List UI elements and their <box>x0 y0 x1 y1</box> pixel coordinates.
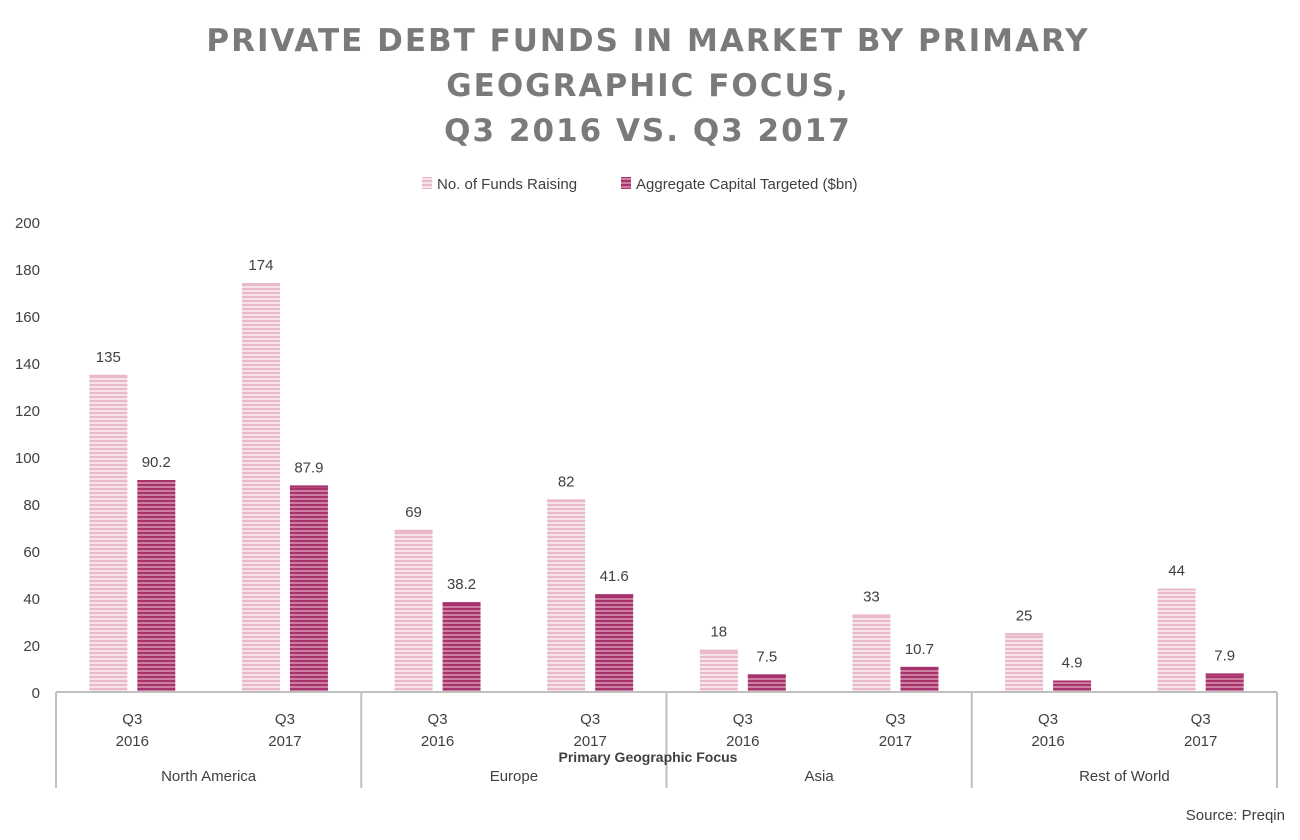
legend: No. of Funds Raising Aggregate Capital T… <box>422 176 858 193</box>
bar-capital <box>137 480 176 692</box>
data-label-capital: 90.2 <box>142 454 171 471</box>
x-tick-label-quarter: Q3 <box>122 711 142 728</box>
data-label-funds: 18 <box>710 624 727 641</box>
x-tick-label-year: 2016 <box>1031 733 1064 750</box>
y-tick-label: 160 <box>15 309 40 326</box>
data-label-funds: 135 <box>96 349 121 366</box>
data-label-funds: 33 <box>863 588 880 605</box>
bar-funds <box>1157 588 1196 692</box>
y-tick-label: 80 <box>23 497 40 514</box>
x-tick-label-quarter: Q3 <box>275 711 295 728</box>
y-tick-label: 100 <box>15 450 40 467</box>
bar-cap-funds <box>1157 588 1196 591</box>
bar-cap-funds <box>699 649 738 652</box>
bar-cap-capital <box>747 674 786 677</box>
bar-cap-funds <box>89 374 128 377</box>
bar-funds <box>241 283 280 692</box>
x-tick-label-year: 2016 <box>421 733 454 750</box>
x-group-label: Europe <box>490 768 538 785</box>
x-tick-label-quarter: Q3 <box>1038 711 1058 728</box>
bar-cap-funds <box>241 283 280 286</box>
bar-capital <box>747 674 786 692</box>
bar-capital <box>900 666 939 692</box>
source-note: Source: Preqin <box>1186 807 1285 824</box>
data-label-funds: 25 <box>1016 607 1033 624</box>
bar-cap-funds <box>852 614 891 617</box>
y-tick-label: 60 <box>23 544 40 561</box>
y-tick-label: 20 <box>23 638 40 655</box>
data-label-capital: 7.9 <box>1214 647 1235 664</box>
data-label-capital: 7.5 <box>756 648 777 665</box>
x-tick-label-year: 2016 <box>116 733 149 750</box>
data-labels: 135 90.2 174 87.9 69 38.2 82 41.6 18 7.5 33 10.7 25 4… <box>96 257 1235 671</box>
y-tick-label: 40 <box>23 591 40 608</box>
data-label-capital: 10.7 <box>905 641 934 658</box>
legend-swatch-capital <box>621 177 631 189</box>
x-tick-label-year: 2017 <box>574 733 607 750</box>
data-label-capital: 41.6 <box>600 568 629 585</box>
y-tick-label: 200 <box>15 215 40 232</box>
bar-cap-capital <box>1205 673 1244 676</box>
x-group-label: North America <box>161 768 257 785</box>
bar-funds <box>89 374 128 692</box>
data-label-capital: 4.9 <box>1062 654 1083 671</box>
bar-capital <box>289 485 328 692</box>
x-axis: Q3 2016 Q3 2017 Q3 2016 Q3 2017 Q3 2016 Q3 2017 Q3 20… <box>55 691 1278 788</box>
bar-capital <box>442 602 481 692</box>
x-tick-label-quarter: Q3 <box>885 711 905 728</box>
legend-swatch-funds <box>422 177 432 189</box>
bar-capital <box>595 594 634 692</box>
x-tick-label-quarter: Q3 <box>580 711 600 728</box>
data-label-funds: 82 <box>558 473 575 490</box>
data-label-funds: 44 <box>1168 563 1185 580</box>
bar-capital <box>1053 680 1092 692</box>
bar-cap-funds <box>1005 633 1044 636</box>
chart-title-line-3: Q3 2016 VS. Q3 2017 <box>444 113 852 149</box>
bars <box>89 283 1244 692</box>
data-label-capital: 87.9 <box>294 459 323 476</box>
legend-label-capital: Aggregate Capital Targeted ($bn) <box>636 176 858 193</box>
y-tick-label: 0 <box>32 685 40 702</box>
x-tick-label-year: 2016 <box>726 733 759 750</box>
data-label-funds: 69 <box>405 504 422 521</box>
chart-title: PRIVATE DEBT FUNDS IN MARKET BY PRIMARY … <box>206 23 1089 149</box>
y-tick-label: 180 <box>15 262 40 279</box>
legend-label-funds: No. of Funds Raising <box>437 176 577 193</box>
x-tick-label-quarter: Q3 <box>733 711 753 728</box>
y-tick-label: 140 <box>15 356 40 373</box>
data-label-funds: 174 <box>248 257 273 274</box>
y-tick-label: 120 <box>15 403 40 420</box>
x-tick-label-quarter: Q3 <box>428 711 448 728</box>
data-label-capital: 38.2 <box>447 576 476 593</box>
bar-funds <box>1005 633 1044 692</box>
x-tick-label-quarter: Q3 <box>1191 711 1211 728</box>
bar-cap-capital <box>289 485 328 488</box>
x-tick-label-year: 2017 <box>879 733 912 750</box>
bar-cap-funds <box>394 529 433 532</box>
y-axis: 0 20 40 60 80 100 120 140 160 180 200 <box>15 215 40 702</box>
bar-funds <box>547 499 586 692</box>
chart-title-line-1: PRIVATE DEBT FUNDS IN MARKET BY PRIMARY <box>206 23 1089 59</box>
bar-capital <box>1205 673 1244 692</box>
x-axis-title: Primary Geographic Focus <box>559 749 738 765</box>
chart-title-line-2: GEOGRAPHIC FOCUS, <box>446 68 850 104</box>
x-group-label: Rest of World <box>1079 768 1170 785</box>
bar-cap-capital <box>900 666 939 669</box>
x-tick-label-year: 2017 <box>1184 733 1217 750</box>
bar-cap-capital <box>442 602 481 605</box>
bar-cap-capital <box>595 594 634 597</box>
bar-cap-capital <box>1053 680 1092 683</box>
bar-cap-funds <box>547 499 586 502</box>
x-group-label: Asia <box>805 768 835 785</box>
x-tick-label-year: 2017 <box>268 733 301 750</box>
bar-funds <box>852 614 891 692</box>
bar-cap-capital <box>137 480 176 483</box>
bar-funds <box>699 649 738 692</box>
bar-funds <box>394 529 433 692</box>
